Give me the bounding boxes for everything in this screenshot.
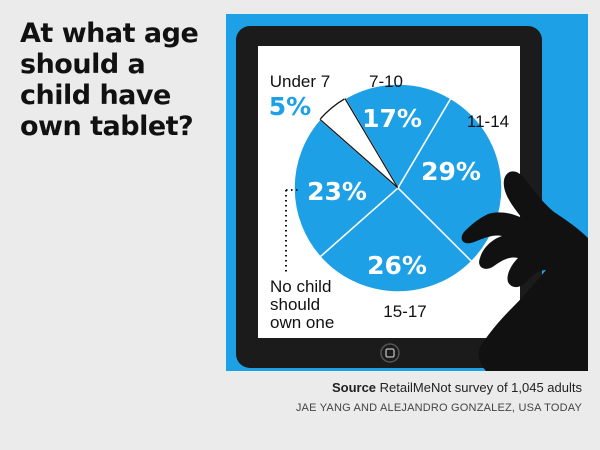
slice-divider — [397, 98, 452, 189]
slice-value-under-7: 5% — [269, 92, 311, 121]
home-button-icon — [380, 343, 400, 363]
slice-15-17 — [319, 186, 473, 293]
slice-value-11-14: 29% — [421, 157, 481, 186]
hand-icon — [461, 171, 588, 371]
source-label: Source — [331, 380, 377, 395]
slice-no-child — [293, 118, 400, 258]
slice-value-no-child: 23% — [307, 177, 367, 206]
slice-divider — [344, 98, 399, 189]
slice-7-10 — [343, 83, 452, 190]
slice-label-under-7: Under 7 — [270, 72, 330, 91]
slice-value-7-10: 17% — [362, 104, 422, 133]
slice-label-7-10: 7-10 — [369, 72, 403, 91]
source-line: Source RetailMeNot survey of 1,045 adult… — [332, 380, 582, 395]
slice-label-15-17: 15-17 — [383, 302, 426, 321]
slice-label-11-14: 11-14 — [467, 112, 509, 131]
slice-divider — [319, 118, 399, 189]
slice-11-14 — [397, 97, 503, 263]
slice-label-no-child: No child should own one — [270, 277, 334, 332]
slice-value-15-17: 26% — [367, 251, 427, 280]
slice-divider — [397, 187, 473, 262]
chart-title: At what age should a child have own tabl… — [20, 18, 199, 142]
credit-line: JAE YANG AND ALEJANDRO GONZALEZ, USA TOD… — [295, 402, 582, 414]
pie-chart — [293, 83, 503, 293]
leader-line — [285, 189, 298, 272]
source-text: RetailMeNot survey of 1,045 adults — [379, 380, 582, 395]
